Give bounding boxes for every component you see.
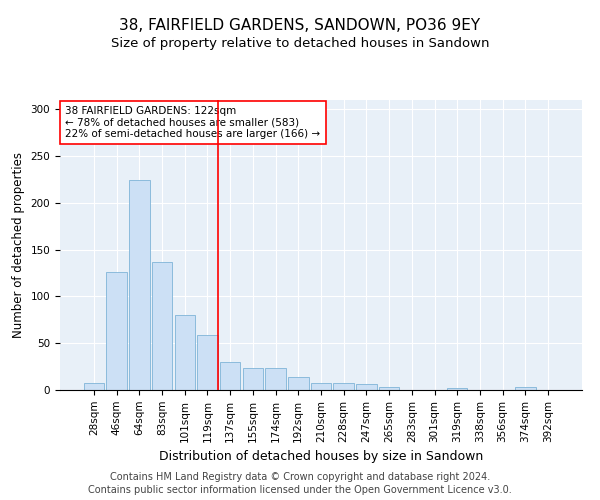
- Bar: [379, 387, 400, 390]
- Bar: [447, 388, 467, 390]
- Bar: [106, 272, 127, 390]
- Bar: [265, 368, 286, 390]
- Bar: [242, 368, 263, 390]
- Bar: [197, 335, 218, 390]
- Text: 38, FAIRFIELD GARDENS, SANDOWN, PO36 9EY: 38, FAIRFIELD GARDENS, SANDOWN, PO36 9EY: [119, 18, 481, 32]
- Text: Contains HM Land Registry data © Crown copyright and database right 2024.
Contai: Contains HM Land Registry data © Crown c…: [88, 472, 512, 495]
- Bar: [129, 180, 149, 390]
- Bar: [152, 262, 172, 390]
- Bar: [515, 387, 536, 390]
- Bar: [334, 382, 354, 390]
- Bar: [311, 382, 331, 390]
- Bar: [175, 315, 195, 390]
- Bar: [356, 384, 377, 390]
- Y-axis label: Number of detached properties: Number of detached properties: [12, 152, 25, 338]
- Bar: [220, 362, 241, 390]
- Text: Size of property relative to detached houses in Sandown: Size of property relative to detached ho…: [111, 38, 489, 51]
- Bar: [84, 382, 104, 390]
- X-axis label: Distribution of detached houses by size in Sandown: Distribution of detached houses by size …: [159, 450, 483, 463]
- Bar: [288, 377, 308, 390]
- Text: 38 FAIRFIELD GARDENS: 122sqm
← 78% of detached houses are smaller (583)
22% of s: 38 FAIRFIELD GARDENS: 122sqm ← 78% of de…: [65, 106, 320, 139]
